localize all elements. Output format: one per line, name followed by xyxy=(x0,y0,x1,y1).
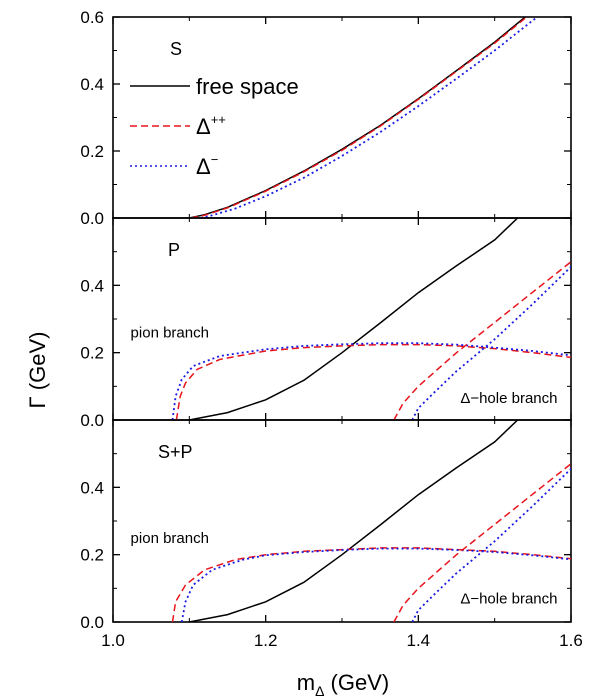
x-tick-label: 1.4 xyxy=(407,631,431,650)
panel-label: S xyxy=(170,39,182,59)
y-tick-label: 0.4 xyxy=(80,276,104,295)
series-dpp-line xyxy=(190,17,528,218)
legend-label-2: Δ++ xyxy=(196,112,226,139)
legend-label-1: free space xyxy=(196,74,299,99)
series-dm-line xyxy=(411,468,571,622)
y-tick-label: 0.0 xyxy=(80,411,104,430)
y-tick-label: 0.6 xyxy=(80,8,104,27)
y-tick-label: 0.2 xyxy=(80,142,104,161)
y-tick-label: 0.2 xyxy=(80,344,104,363)
y-tick-label: 0.0 xyxy=(80,209,104,228)
panel-label: S+P xyxy=(158,442,193,462)
series-group xyxy=(189,17,538,218)
series-group xyxy=(171,218,571,420)
annotation: Δ−hole branch xyxy=(460,590,557,607)
x-axis-title: mΔ (GeV) xyxy=(297,670,389,698)
series-dm-line xyxy=(171,342,571,420)
series-free-line xyxy=(189,218,519,420)
series-dm-line xyxy=(411,266,571,420)
y-tick-label: 0.4 xyxy=(80,478,104,497)
series-free-line xyxy=(189,17,526,218)
legend-label-3: Δ− xyxy=(196,152,218,179)
y-tick-label: 0.0 xyxy=(80,613,104,632)
series-dpp-line xyxy=(393,261,571,420)
series-free-line xyxy=(189,420,519,622)
annotation: pion branch xyxy=(131,325,209,342)
series-dm-line xyxy=(200,17,538,218)
y-tick-label: 0.2 xyxy=(80,546,104,565)
panel-3: 0.0 0.2 0.4 S+P pion branch Δ−hole branch xyxy=(80,419,572,632)
panel-label: P xyxy=(168,240,180,260)
panel-1: 0.0 0.2 0.4 0.6 S xyxy=(80,8,572,228)
series-dpp-line xyxy=(171,547,571,622)
x-tick-label: 1.6 xyxy=(559,631,583,650)
x-tick-label: 1.0 xyxy=(101,631,125,650)
legend: free space Δ++ Δ− xyxy=(130,74,299,179)
x-tick-label: 1.2 xyxy=(254,631,278,650)
y-axis-title: Γ (GeV) xyxy=(25,332,50,409)
series-dpp-line xyxy=(175,343,571,420)
series-dm-line xyxy=(180,547,571,622)
annotation: Δ−hole branch xyxy=(460,390,557,407)
y-tick-label: 0.4 xyxy=(80,75,104,94)
series-group xyxy=(171,420,571,622)
annotation: pion branch xyxy=(131,530,209,547)
series-dpp-line xyxy=(393,463,571,622)
